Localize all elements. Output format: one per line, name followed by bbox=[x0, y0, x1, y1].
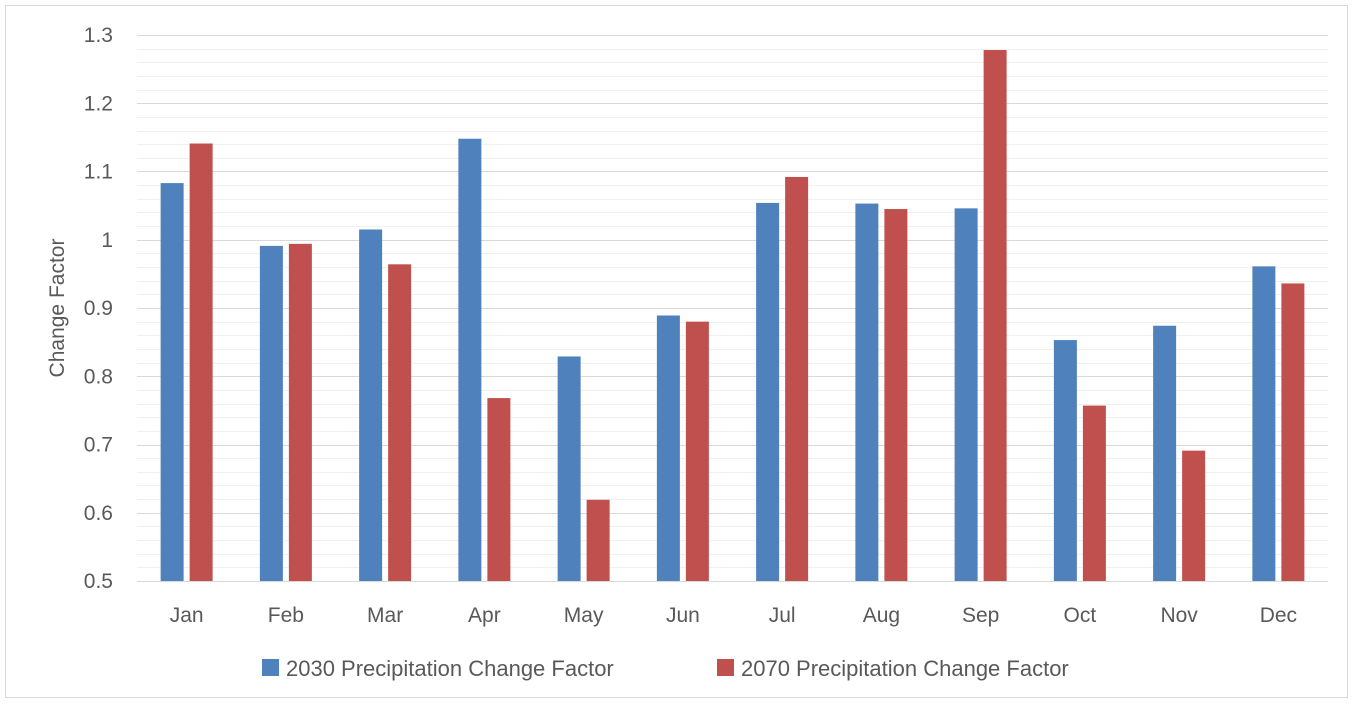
legend-swatch bbox=[717, 659, 734, 676]
bar-mar-series-2 bbox=[388, 264, 412, 581]
legend-item: 2070 Precipitation Change Factor bbox=[717, 656, 1069, 681]
bar-dec-series-2 bbox=[1281, 283, 1305, 581]
bar-apr-series-2 bbox=[487, 398, 511, 581]
bar-may-series-2 bbox=[586, 499, 610, 581]
legend-label: 2070 Precipitation Change Factor bbox=[741, 656, 1069, 681]
bar-jan-series-1 bbox=[160, 183, 184, 582]
bar-aug-series-1 bbox=[855, 203, 879, 581]
bar-jan-series-2 bbox=[189, 143, 213, 581]
x-tick-labels: Jan Feb Mar Apr May Jun Jul Aug Sep Oct Nov Dec bbox=[170, 604, 1297, 627]
bar-dec-series-1 bbox=[1252, 266, 1276, 581]
bar-oct-series-2 bbox=[1082, 405, 1106, 581]
bar-sep-series-2 bbox=[983, 50, 1007, 581]
x-tick-label: Feb bbox=[268, 604, 304, 627]
bar-apr-series-1 bbox=[458, 138, 482, 582]
x-tick-label: Oct bbox=[1064, 604, 1097, 627]
bar-sep-series-1 bbox=[954, 208, 978, 582]
legend-item: 2030 Precipitation Change Factor bbox=[262, 656, 614, 681]
x-tick-label: Jun bbox=[666, 604, 700, 627]
bar-nov-series-1 bbox=[1153, 325, 1177, 581]
y-tick-label: 0.9 bbox=[84, 297, 113, 320]
bar-jul-series-1 bbox=[756, 202, 780, 581]
bar-mar-series-1 bbox=[359, 229, 383, 581]
y-tick-label: 1.2 bbox=[84, 92, 113, 115]
y-tick-label: 1.3 bbox=[84, 24, 113, 47]
x-tick-label: Nov bbox=[1160, 604, 1198, 627]
y-axis-title: Change Factor bbox=[46, 239, 69, 378]
bar-aug-series-2 bbox=[884, 209, 908, 581]
legend-label: 2030 Precipitation Change Factor bbox=[286, 656, 614, 681]
bar-feb-series-1 bbox=[259, 245, 283, 581]
x-tick-label: Sep bbox=[962, 604, 999, 627]
bar-jun-series-2 bbox=[685, 321, 709, 581]
y-tick-label: 0.8 bbox=[84, 365, 113, 388]
y-tick-label: 1.1 bbox=[84, 161, 113, 184]
y-tick-label: 0.5 bbox=[84, 570, 113, 593]
x-tick-label: Jul bbox=[769, 604, 796, 627]
bar-jun-series-1 bbox=[656, 315, 680, 581]
bar-may-series-1 bbox=[557, 356, 581, 581]
x-tick-label: Dec bbox=[1260, 604, 1297, 627]
y-tick-label: 0.6 bbox=[84, 502, 113, 525]
y-tick-label: 0.7 bbox=[84, 434, 113, 457]
grid-layer bbox=[137, 35, 1328, 582]
x-tick-label: Aug bbox=[863, 604, 900, 627]
y-tick-labels: 0.5 0.6 0.7 0.8 0.9 1 1.1 1.2 1.3 bbox=[84, 24, 113, 593]
bar-oct-series-1 bbox=[1053, 340, 1077, 581]
bar-nov-series-2 bbox=[1182, 450, 1206, 581]
bar-feb-series-2 bbox=[288, 243, 312, 581]
bars-layer bbox=[160, 50, 1305, 582]
legend-swatch bbox=[262, 659, 279, 676]
x-tick-label: Jan bbox=[170, 604, 204, 627]
y-tick-label: 1 bbox=[101, 229, 113, 252]
x-tick-label: Mar bbox=[367, 604, 403, 627]
x-tick-label: Apr bbox=[468, 604, 501, 627]
bar-jul-series-2 bbox=[785, 176, 809, 581]
legend: 2030 Precipitation Change Factor 2070 Pre… bbox=[262, 656, 1069, 681]
x-tick-label: May bbox=[564, 604, 604, 627]
